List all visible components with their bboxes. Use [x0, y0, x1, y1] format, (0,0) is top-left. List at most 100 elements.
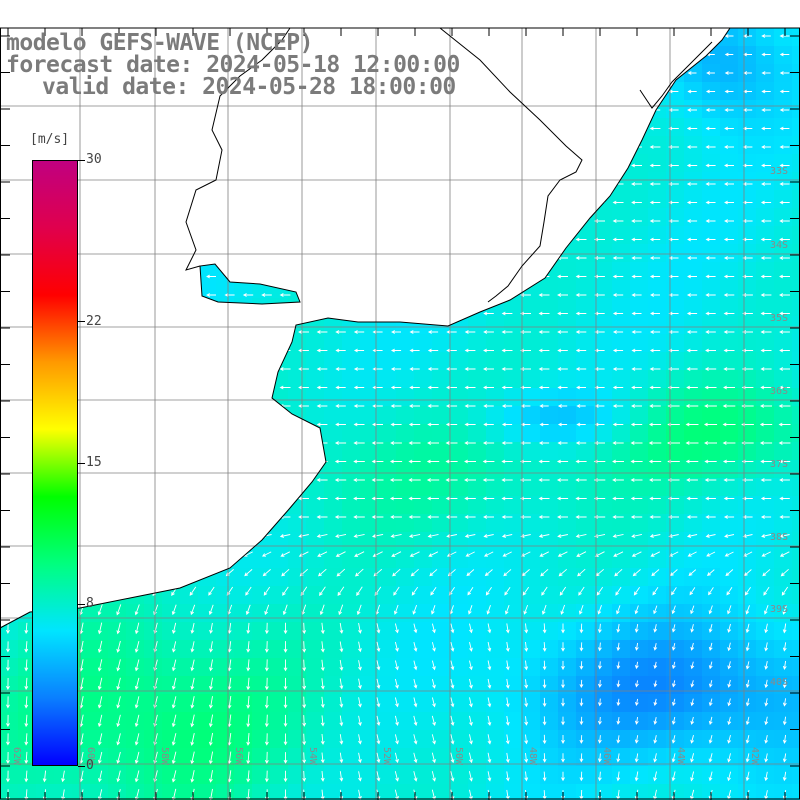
- wind-speed-cell: [90, 766, 109, 785]
- wind-arrow: [76, 385, 87, 390]
- wind-speed-cell: [270, 424, 289, 443]
- wind-arrow: [538, 89, 550, 94]
- wind-arrow: [760, 478, 772, 482]
- wind-arrow: [168, 367, 180, 371]
- wind-speed-cell: [540, 280, 559, 299]
- wind-arrow: [279, 422, 291, 427]
- wind-arrow: [187, 108, 198, 112]
- wind-arrow: [2, 367, 13, 371]
- wind-arrow: [501, 311, 513, 316]
- wind-speed-cell: [360, 568, 379, 587]
- wind-arrow: [150, 404, 161, 408]
- longitude-label: 46W: [601, 747, 612, 766]
- wind-arrow: [353, 515, 365, 519]
- wind-arrow: [594, 533, 606, 538]
- wind-speed-cell: [378, 640, 397, 659]
- wind-arrow: [413, 697, 418, 708]
- wind-arrow: [724, 534, 735, 538]
- wind-arrow: [335, 108, 346, 112]
- wind-speed-cell: [306, 370, 325, 389]
- wind-speed-cell: [432, 568, 451, 587]
- wind-speed-cell: [108, 424, 127, 443]
- wind-arrow: [376, 678, 381, 690]
- wind-speed-cell: [144, 748, 163, 767]
- wind-speed-cell: [648, 622, 667, 641]
- wind-arrow: [427, 533, 439, 538]
- longitude-label: 48W: [527, 747, 538, 766]
- wind-arrow: [298, 367, 309, 371]
- wind-arrow: [561, 716, 565, 726]
- wind-arrow: [524, 734, 529, 745]
- wind-speed-cell: [558, 334, 577, 353]
- wind-speed-cell: [342, 298, 361, 317]
- wind-speed-cell: [162, 370, 181, 389]
- wind-arrow: [669, 569, 678, 577]
- wind-arrow: [761, 71, 771, 75]
- wind-arrow: [76, 237, 87, 242]
- wind-speed-cell: [558, 280, 577, 299]
- wind-speed-cell: [414, 226, 433, 245]
- wind-arrow: [131, 237, 143, 242]
- wind-arrow: [320, 752, 325, 764]
- wind-arrow: [205, 163, 217, 168]
- wind-speed-cell: [738, 118, 757, 137]
- wind-speed-cell: [630, 406, 649, 425]
- wind-speed-cell: [234, 658, 253, 677]
- wind-speed-cell: [792, 46, 800, 65]
- wind-speed-cell: [108, 730, 127, 749]
- wind-speed-cell: [414, 280, 433, 299]
- wind-arrow: [4, 586, 11, 596]
- wind-speed-cell: [450, 766, 469, 785]
- wind-arrow: [113, 533, 124, 538]
- wind-arrow: [2, 348, 13, 353]
- wind-arrow: [704, 385, 717, 390]
- wind-speed-cell: [270, 568, 289, 587]
- wind-speed-cell: [594, 334, 613, 353]
- wind-arrow: [116, 770, 121, 783]
- wind-arrow: [520, 330, 531, 334]
- wind-speed-cell: [468, 280, 487, 299]
- wind-arrow: [187, 200, 198, 205]
- wind-arrow: [283, 622, 288, 635]
- wind-arrow: [431, 660, 436, 671]
- wind-arrow: [579, 642, 584, 652]
- wind-arrow: [186, 459, 199, 464]
- wind-arrow: [708, 734, 713, 744]
- wind-speed-cell: [792, 172, 800, 191]
- wind-speed-cell: [756, 406, 775, 425]
- wind-arrow: [760, 219, 772, 223]
- wind-speed-cell: [234, 622, 253, 641]
- wind-arrow: [335, 422, 346, 427]
- wind-arrow: [634, 624, 639, 633]
- wind-speed-cell: [396, 730, 415, 749]
- wind-speed-cell: [252, 640, 271, 659]
- wind-speed-cell: [648, 496, 667, 515]
- wind-arrow: [634, 771, 639, 782]
- wind-speed-cell: [216, 370, 235, 389]
- wind-speed-cell: [720, 496, 739, 515]
- wind-speed-cell: [0, 730, 19, 749]
- wind-speed-cell: [216, 532, 235, 551]
- wind-arrow: [3, 569, 12, 577]
- wind-speed-cell: [738, 550, 757, 569]
- wind-arrow: [372, 163, 383, 168]
- wind-arrow: [131, 200, 143, 205]
- wind-arrow: [686, 200, 698, 205]
- wind-arrow: [503, 569, 512, 577]
- wind-speed-cell: [126, 514, 145, 533]
- wind-speed-cell: [558, 640, 577, 659]
- wind-arrow: [298, 496, 309, 501]
- wind-arrow: [483, 237, 494, 242]
- wind-speed-cell: [396, 298, 415, 317]
- wind-arrow: [298, 237, 309, 242]
- wind-arrow: [280, 145, 290, 149]
- wind-arrow: [264, 604, 270, 616]
- wind-speed-cell: [648, 676, 667, 695]
- wind-speed-cell: [306, 496, 325, 515]
- wind-speed-cell: [738, 712, 757, 731]
- wind-arrow: [708, 642, 713, 651]
- wind-arrow: [483, 311, 494, 316]
- wind-arrow: [653, 624, 658, 633]
- wind-arrow: [94, 367, 106, 371]
- wind-speed-cell: [504, 280, 523, 299]
